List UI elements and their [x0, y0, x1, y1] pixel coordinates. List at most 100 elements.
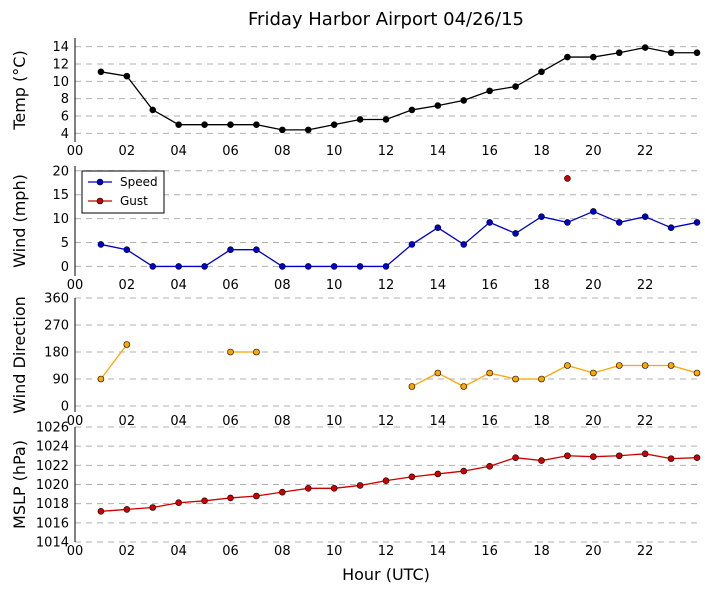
temp-x-tick-label: 08: [274, 144, 291, 159]
mslp-series-0-point: [693, 454, 701, 461]
wind-direction-y-tick-label: 270: [44, 319, 69, 334]
wind-direction-x-tick-label: 22: [637, 414, 654, 429]
temp-x-tick-label: 12: [378, 144, 395, 159]
temp-series-0-point: [123, 72, 131, 80]
wind-speed-series-speed-point: [512, 230, 519, 237]
mslp-series-0-point: [279, 488, 286, 496]
wind-direction-x-tick-label: 16: [481, 414, 498, 429]
mslp-series-0-point: [564, 452, 571, 460]
wind-direction-x-tick-label: 12: [378, 414, 395, 429]
temp-series-0-point: [330, 121, 338, 128]
wind-speed-x-tick-label: 18: [533, 278, 550, 293]
wind-direction-series-0-point: [512, 375, 519, 383]
wind-direction-x-tick-label: 20: [585, 414, 602, 429]
wind-speed-series-speed-point: [279, 263, 286, 270]
wind-direction-series-0-point: [97, 375, 105, 383]
temp-y-tick-label: 8: [61, 92, 69, 107]
temp-series-0-point: [693, 49, 701, 57]
wind-direction-series-0-point: [641, 362, 649, 369]
wind-speed-y-axis-label: Wind (mph): [10, 174, 29, 268]
wind-speed-series-speed-point: [356, 263, 364, 270]
temp-series-0-point: [564, 53, 571, 61]
temp-series-0-point: [408, 106, 416, 114]
temp-series-0-point: [512, 83, 519, 90]
mslp-series-0-point: [149, 504, 157, 511]
wind-speed-series-speed-point: [615, 219, 623, 226]
temp-series-0-point: [149, 106, 157, 114]
wind-direction-x-tick-label: 00: [67, 414, 84, 429]
mslp-x-tick-label: 08: [274, 544, 291, 559]
mslp-x-tick-label: 12: [378, 544, 395, 559]
mslp-series-0-point: [408, 473, 416, 481]
mslp-series-0-point: [538, 457, 545, 464]
mslp-x-tick-label: 18: [533, 544, 550, 559]
temp-y-tick-label: 4: [61, 127, 69, 142]
temp-x-tick-label: 22: [637, 144, 654, 159]
mslp-series-0-point: [590, 453, 597, 461]
mslp-series-0-point: [304, 485, 312, 492]
wind-speed-legend-label: Speed: [120, 175, 158, 189]
temp-y-axis-label: Temp (°C): [10, 50, 29, 130]
wind-direction-series-0-point: [227, 348, 234, 356]
mslp-series-0-point: [201, 497, 208, 505]
temp-series-0-point: [175, 121, 182, 128]
wind-speed-series-speed-point: [408, 241, 416, 248]
mslp-y-tick-label: 1016: [36, 516, 69, 531]
mslp-series-0-point: [175, 499, 182, 507]
wind-speed-x-tick-label: 00: [67, 278, 84, 293]
wind-speed-series-speed-point: [693, 219, 701, 226]
temp-series-0-point: [97, 68, 105, 76]
mslp-y-tick-label: 1026: [36, 421, 69, 436]
wind-direction-y-tick-label: 90: [52, 373, 69, 388]
wind-speed-y-tick-label: 15: [52, 188, 69, 203]
wind-speed-series-speed-point: [564, 219, 571, 226]
temp-series-0-point: [356, 116, 364, 123]
temp-series-0-point: [279, 126, 286, 134]
wind-speed-x-tick-label: 10: [326, 278, 343, 293]
temp-y-tick-label: 12: [52, 58, 69, 73]
temp-series-0-point: [641, 44, 649, 51]
wind-direction-series-0-point: [590, 369, 597, 377]
wind-speed-series-speed-point: [641, 213, 649, 220]
wind-direction-y-tick-label: 360: [44, 292, 69, 307]
wind-speed-x-tick-label: 22: [637, 278, 654, 293]
temp-series-0-point: [590, 53, 597, 61]
wind-direction-y-axis-label: Wind Direction: [10, 296, 29, 414]
mslp-series-0-point: [330, 485, 338, 492]
wind-speed-legend-box: [81, 170, 165, 214]
mslp-series-0-line: [100, 453, 698, 512]
wind-speed-series-speed-point: [175, 263, 182, 270]
wind-direction-x-tick-label: 06: [222, 414, 239, 429]
mslp-x-tick-label: 02: [119, 544, 136, 559]
mslp-x-tick-label: 04: [170, 544, 187, 559]
temp-x-tick-label: 10: [326, 144, 343, 159]
wind-speed-legend-marker: [96, 197, 104, 205]
mslp-series-0-point: [253, 492, 260, 500]
wind-speed-series-speed-point: [253, 246, 260, 253]
mslp-series-0-point: [227, 494, 234, 502]
mslp-y-tick-label: 1024: [36, 440, 69, 455]
wind-speed-x-tick-label: 14: [430, 278, 447, 293]
wind-speed-series-speed-point: [97, 241, 105, 248]
mslp-series-0-point: [356, 482, 364, 489]
wind-speed-series-speed-point: [227, 246, 234, 253]
wind-speed-x-tick-label: 12: [378, 278, 395, 293]
mslp-series-0-point: [123, 506, 131, 513]
mslp-series-0-point: [641, 450, 649, 458]
wind-speed-series-speed-point: [123, 246, 131, 253]
temp-series-0-point: [434, 102, 442, 109]
temp-panel: 4 6 8 10 12 14 00 02 04 06 08 10 12 14 16 18 20 22 Temp (°…: [10, 38, 701, 159]
wind-direction-x-tick-label: 04: [170, 414, 187, 429]
wind-speed-x-tick-label: 16: [481, 278, 498, 293]
temp-y-tick-label: 14: [52, 40, 69, 55]
mslp-y-tick-label: 1022: [36, 459, 69, 474]
mslp-x-tick-label: 10: [326, 544, 343, 559]
wind-direction-series-0-point: [408, 383, 416, 390]
temp-series-0-point: [667, 49, 675, 57]
wind-direction-x-tick-label: 10: [326, 414, 343, 429]
temp-series-0-point: [253, 121, 260, 128]
wind-speed-y-tick-label: 20: [52, 164, 69, 179]
mslp-x-tick-label: 14: [430, 544, 447, 559]
wind-speed-series-speed-line: [100, 210, 698, 268]
